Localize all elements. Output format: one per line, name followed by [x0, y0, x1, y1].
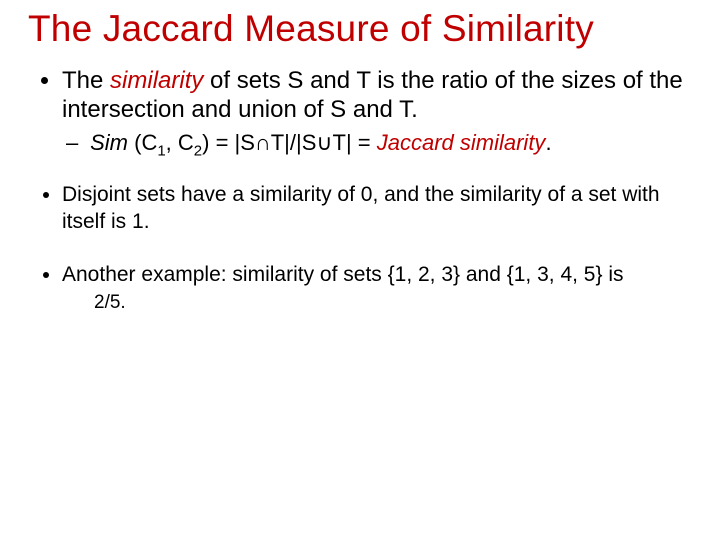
slide-title: The Jaccard Measure of Similarity — [28, 8, 692, 50]
sim-args-open: (C — [134, 130, 157, 155]
bullet-1-em: similarity — [110, 67, 210, 94]
bullet-1-pre: The — [62, 67, 110, 94]
bullet-list: The similarity of sets S and T is the ra… — [28, 66, 692, 315]
bullet-3-text: Another example: similarity of sets {1, … — [62, 263, 623, 286]
sim-args-mid: , C — [166, 130, 194, 155]
sim-sub2: 2 — [194, 142, 202, 159]
bullet-1-sublist: Sim (C1, C2) = |S∩T|/|S∪T| = Jaccard sim… — [62, 129, 692, 157]
sim-label: Sim — [90, 130, 134, 155]
bullet-1: The similarity of sets S and T is the ra… — [62, 66, 692, 156]
jaccard-em: Jaccard similarity — [377, 130, 546, 155]
bullet-2: Disjoint sets have a similarity of 0, an… — [62, 182, 692, 236]
cap-icon: ∩ — [255, 130, 271, 155]
sim-dot: . — [545, 130, 551, 155]
bullet-3-value: 2/5. — [62, 291, 692, 315]
sim-args-close: ) = |S — [202, 130, 255, 155]
cup-icon: ∪ — [316, 130, 332, 155]
bullet-1-sub: Sim (C1, C2) = |S∩T|/|S∪T| = Jaccard sim… — [86, 129, 692, 157]
sim-sub1: 1 — [157, 142, 165, 159]
sim-mid3: T| = — [333, 130, 377, 155]
bullet-3: Another example: similarity of sets {1, … — [62, 262, 692, 315]
sim-mid2: T|/|S — [271, 130, 317, 155]
slide: The Jaccard Measure of Similarity The si… — [0, 0, 720, 540]
